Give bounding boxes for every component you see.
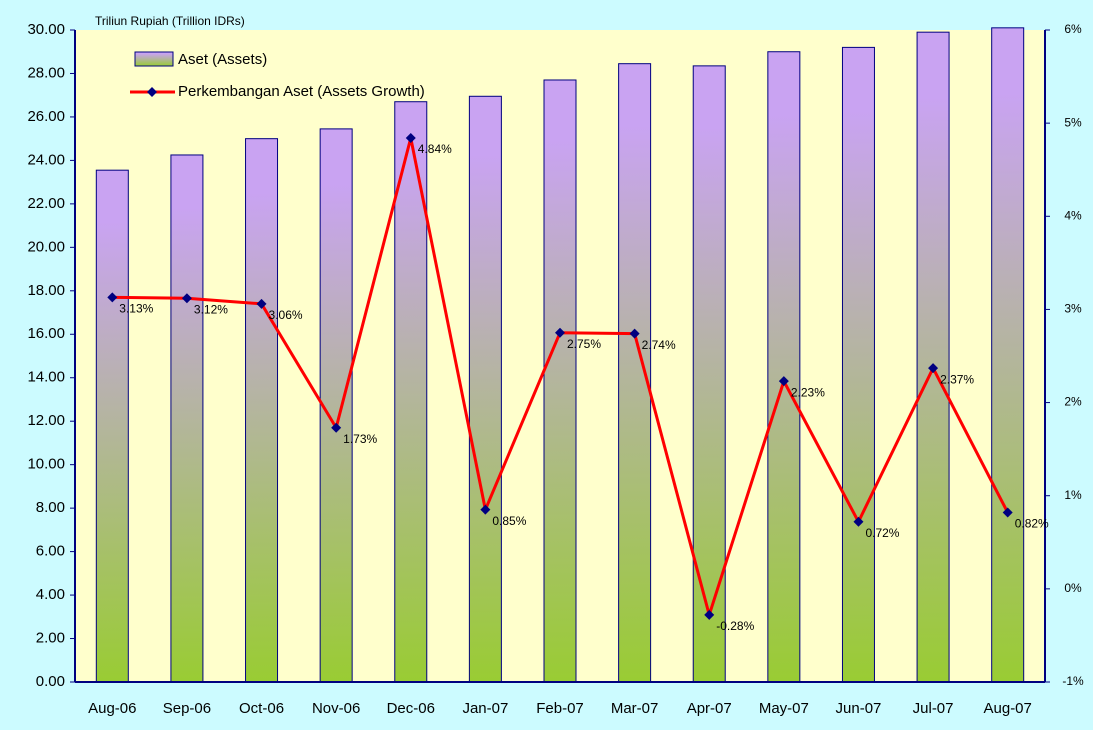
data-label: 3.13% — [119, 301, 153, 315]
data-label: 3.12% — [194, 302, 228, 316]
y-tick-label: 26.00 — [27, 108, 65, 125]
bar — [543, 79, 577, 683]
x-tick-label: Sep-06 — [163, 700, 211, 717]
data-label: 0.85% — [492, 514, 526, 528]
y-tick-label: 2.00 — [36, 630, 65, 647]
data-label: 1.73% — [343, 432, 377, 446]
legend-label: Aset (Assets) — [178, 51, 267, 68]
marker — [853, 516, 864, 527]
marker — [1002, 507, 1013, 518]
marker — [256, 298, 267, 309]
y-tick-label: 18.00 — [27, 282, 65, 299]
marker — [704, 609, 715, 620]
y2-tick-label: 2% — [1064, 395, 1082, 409]
data-label: 2.75% — [567, 337, 601, 351]
bar — [95, 169, 129, 683]
legend-swatch — [134, 51, 174, 67]
y-axis-label: Triliun Rupiah (Trillion IDRs) — [95, 14, 245, 28]
x-tick-label: Aug-07 — [984, 700, 1032, 717]
x-tick-label: Feb-07 — [536, 700, 584, 717]
marker — [331, 422, 342, 433]
marker — [480, 504, 491, 515]
y-tick-label: 6.00 — [36, 543, 65, 560]
y-tick-label: 20.00 — [27, 238, 65, 255]
bar — [991, 27, 1025, 683]
data-label: 4.84% — [418, 142, 452, 156]
y2-tick-label: 5% — [1064, 115, 1082, 129]
bar — [245, 138, 279, 683]
y-tick-label: 0.00 — [36, 673, 65, 690]
marker — [629, 328, 640, 339]
y-tick-label: 12.00 — [27, 412, 65, 429]
bar — [841, 46, 875, 683]
y-tick-label: 10.00 — [27, 456, 65, 473]
marker — [181, 293, 192, 304]
bar — [916, 31, 950, 683]
data-label: 3.06% — [269, 308, 303, 322]
bar — [319, 128, 353, 683]
x-tick-label: May-07 — [759, 700, 809, 717]
y-tick-label: 4.00 — [36, 586, 65, 603]
y-tick-label: 22.00 — [27, 195, 65, 212]
y2-tick-label: 3% — [1064, 302, 1082, 316]
data-label: 2.23% — [791, 385, 825, 399]
marker — [107, 292, 118, 303]
y2-tick-label: 6% — [1064, 22, 1082, 36]
legend-marker — [147, 87, 157, 97]
y-tick-label: 24.00 — [27, 151, 65, 168]
x-tick-label: Nov-06 — [312, 700, 360, 717]
y-tick-label: 8.00 — [36, 499, 65, 516]
x-tick-label: Apr-07 — [687, 700, 732, 717]
x-tick-label: Jan-07 — [462, 700, 508, 717]
x-tick-label: Jun-07 — [836, 700, 882, 717]
data-label: 0.82% — [1015, 517, 1049, 531]
y-tick-label: 14.00 — [27, 369, 65, 386]
data-label: 2.37% — [940, 372, 974, 386]
y2-tick-label: 0% — [1064, 581, 1082, 595]
bar — [767, 51, 801, 683]
y2-tick-label: 1% — [1064, 488, 1082, 502]
bar — [170, 154, 204, 683]
y-tick-label: 16.00 — [27, 325, 65, 342]
marker — [405, 133, 416, 144]
marker — [555, 327, 565, 338]
marker — [778, 376, 789, 387]
x-tick-label: Jul-07 — [913, 700, 954, 717]
data-label: -0.28% — [716, 619, 754, 633]
bar — [468, 95, 502, 683]
data-label: 2.74% — [642, 338, 676, 352]
y2-tick-label: 4% — [1064, 208, 1082, 222]
y-tick-label: 28.00 — [27, 64, 65, 81]
x-tick-label: Dec-06 — [387, 700, 435, 717]
x-tick-label: Aug-06 — [88, 700, 136, 717]
y2-tick-label: -1% — [1062, 674, 1084, 688]
bar — [692, 65, 726, 683]
data-label: 0.72% — [865, 526, 899, 540]
marker — [928, 363, 939, 374]
x-tick-label: Mar-07 — [611, 700, 659, 717]
x-tick-label: Oct-06 — [239, 700, 284, 717]
legend-label: Perkembangan Aset (Assets Growth) — [178, 83, 425, 100]
y-tick-label: 30.00 — [27, 21, 65, 38]
